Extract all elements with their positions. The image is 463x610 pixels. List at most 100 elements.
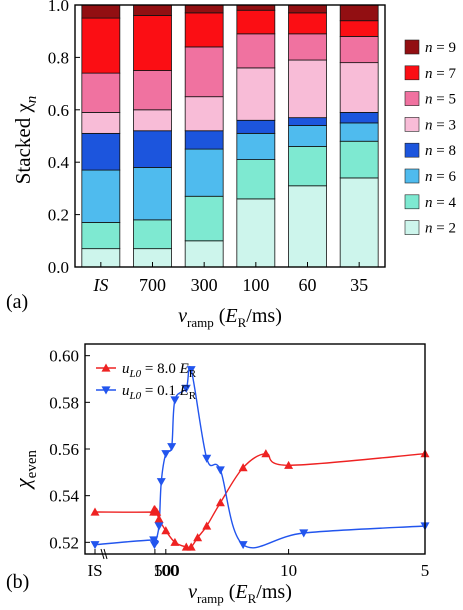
- plot-frame-a: [74, 4, 386, 268]
- data-point: [170, 396, 180, 405]
- data-point: [161, 450, 171, 459]
- bar-segment-n-7-0: [81, 17, 121, 74]
- bar-segment-n-8-4: [288, 117, 327, 126]
- marker-layer: [90, 366, 430, 551]
- data-point: [193, 533, 203, 542]
- bar-segment-n-9-0: [81, 4, 121, 19]
- x-tick-label: 5: [421, 561, 430, 580]
- data-point: [202, 454, 212, 463]
- legend-swatch: [404, 168, 420, 184]
- y-tick-label: 0.56: [49, 440, 79, 459]
- axis-break-marks: [100, 548, 108, 560]
- x-tick-label: IS: [92, 275, 108, 295]
- bar-segment-n-5-2: [184, 46, 224, 98]
- bar-segment-n-7-4: [288, 12, 327, 35]
- x-axis-label-a: vramp (ER/ms): [178, 305, 282, 330]
- bar-segment-n-9-3: [236, 4, 276, 11]
- bar-segment-n-4-5: [339, 140, 379, 179]
- legend-marker: [101, 386, 111, 395]
- data-point: [186, 542, 196, 551]
- bar-segment-n-6-1: [133, 167, 172, 221]
- legend-label: uL0 = 8.0 ER: [122, 361, 197, 380]
- bar-segment-n-8-1: [133, 130, 172, 168]
- y-tick-label: 0.4: [48, 153, 70, 172]
- data-point: [167, 443, 177, 452]
- data-point: [261, 449, 271, 458]
- x-tick-label: 35: [350, 275, 368, 295]
- data-point: [149, 536, 159, 545]
- bar-segment-n-6-5: [339, 122, 379, 142]
- legend-swatch: [404, 91, 420, 106]
- bar-segment-n-8-5: [339, 112, 379, 124]
- bar-segment-n-6-2: [184, 148, 224, 197]
- bar-segment-n-7-3: [236, 9, 276, 35]
- bar-segment-n-4-4: [288, 146, 327, 187]
- legend-swatch: [404, 194, 420, 210]
- bar-segment-n-9-5: [339, 4, 379, 22]
- data-point: [186, 366, 196, 375]
- bar-segment-n-5-3: [236, 33, 276, 69]
- bar-segment-n-2-3: [236, 198, 276, 268]
- data-point: [238, 541, 248, 550]
- legend-swatch: [404, 65, 420, 81]
- bar-segment-n-5-5: [339, 36, 379, 64]
- bar-segment-n-7-2: [184, 12, 224, 48]
- y-tick-label: 0.0: [48, 258, 69, 277]
- x-axis-a: IS 700 300 100 60 35: [92, 262, 368, 295]
- bar-segment-n-9-1: [133, 4, 172, 16]
- bar-segment-n-7-5: [339, 20, 379, 37]
- bar-segment-n-4-3: [236, 159, 276, 200]
- bar-segment-n-5-4: [288, 33, 327, 61]
- legend-swatch: [404, 142, 420, 158]
- data-point: [170, 537, 180, 546]
- legend-marker: [101, 363, 111, 372]
- bar-segment-n-2-4: [288, 185, 327, 268]
- y-tick-label: 0.6: [48, 101, 69, 120]
- legend-swatch: [404, 220, 420, 235]
- legend-label: n = 4: [425, 195, 456, 211]
- y-tick-label: 0.2: [48, 206, 69, 225]
- legend-label: n = 3: [425, 117, 456, 133]
- bar-segment-n-8-3: [236, 119, 276, 134]
- bar-segment-n-9-2: [184, 4, 224, 14]
- bar-layer: [81, 4, 379, 268]
- data-point: [238, 463, 248, 472]
- y-axis-label-a: Stacked χn: [11, 96, 40, 185]
- x-tick-label: 500: [154, 561, 180, 580]
- data-point: [202, 521, 212, 530]
- legend-label: n = 9: [425, 40, 456, 56]
- legend-b: uL0 = 8.0 ER uL0 = 0.1 ER: [96, 361, 197, 402]
- y-tick-label: 0.52: [49, 533, 79, 552]
- x-tick-label: 10: [280, 561, 297, 580]
- bar-segment-n-3-4: [288, 59, 327, 119]
- y-tick-label: 0.58: [49, 393, 79, 412]
- data-point: [215, 498, 225, 507]
- data-point: [156, 478, 166, 487]
- bar-segment-n-3-3: [236, 67, 276, 121]
- data-point: [90, 507, 100, 516]
- bar-segment-n-7-1: [133, 15, 172, 71]
- y-tick-label: 0.60: [49, 347, 79, 366]
- data-point: [299, 529, 309, 538]
- bar-segment-n-8-2: [184, 130, 224, 150]
- legend-label: uL0 = 0.1 ER: [122, 383, 197, 402]
- x-tick-label: 300: [191, 275, 218, 295]
- panel-label-b: (b): [6, 571, 29, 593]
- bar-segment-n-4-1: [133, 219, 172, 250]
- y-axis-a: 0.0 0.2 0.4 0.6 0.8 1.0: [48, 0, 80, 277]
- legend-label: n = 2: [425, 221, 456, 237]
- bar-segment-n-6-4: [288, 125, 327, 147]
- bar-segment-n-4-2: [184, 195, 224, 242]
- panel-label-a: (a): [6, 291, 28, 313]
- data-point: [161, 526, 171, 535]
- bar-segment-n-3-0: [81, 112, 121, 134]
- x-tick-label: 100: [153, 561, 179, 580]
- x-tick-label: 700: [139, 275, 166, 295]
- y-tick-label: 1.0: [48, 0, 69, 15]
- data-point: [284, 460, 294, 469]
- bar-segment-n-5-0: [81, 72, 121, 113]
- bar-segment-n-3-2: [184, 96, 224, 132]
